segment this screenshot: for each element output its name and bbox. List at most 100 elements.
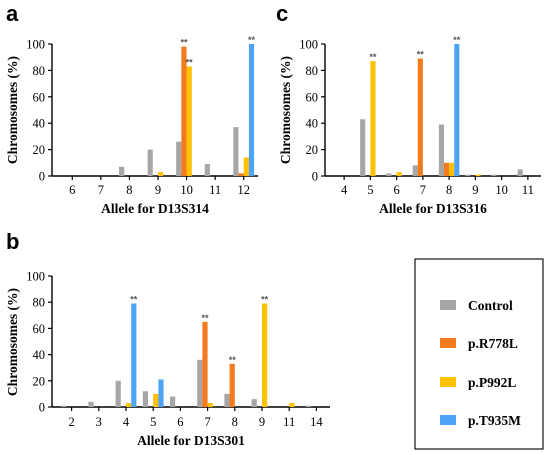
bar-p-r778l bbox=[202, 321, 208, 407]
bar-control bbox=[176, 141, 182, 176]
y-tick-label: 40 bbox=[33, 348, 46, 362]
significance-marker: ** bbox=[261, 295, 269, 305]
bar-p-p992l bbox=[186, 66, 192, 176]
x-axis-title: Allele for D13S314 bbox=[101, 201, 209, 216]
significance-marker: ** bbox=[453, 35, 461, 45]
significance-marker: ** bbox=[229, 355, 237, 365]
bar-control bbox=[465, 174, 471, 176]
bar-p-p992l bbox=[126, 403, 132, 407]
bars-group: ** ** ** ** bbox=[61, 295, 312, 407]
bar-control bbox=[438, 124, 445, 176]
bar-p-p992l bbox=[475, 174, 481, 176]
y-tick-label: 0 bbox=[312, 170, 318, 184]
significance-marker: ** bbox=[201, 313, 209, 323]
x-tick-label: 4 bbox=[341, 183, 348, 197]
legend-label-t935m: p.T935M bbox=[468, 413, 521, 428]
bar-control bbox=[360, 119, 366, 176]
bar-p-r778l bbox=[444, 162, 450, 176]
legend-label-control: Control bbox=[468, 298, 513, 313]
bars-group: ** ** ** bbox=[360, 35, 523, 176]
significance-marker: ** bbox=[248, 35, 256, 45]
x-tick-label: 8 bbox=[446, 183, 452, 197]
x-tick-label: 6 bbox=[394, 183, 400, 197]
bar-control bbox=[491, 174, 497, 176]
bar-control bbox=[142, 391, 148, 407]
y-tick-label: 0 bbox=[39, 170, 45, 184]
x-axis-title: Allele for D13S301 bbox=[137, 433, 245, 448]
axis-ticks: 0 20 40 60 80 100 6 7 8 9 10 11 12 bbox=[26, 38, 250, 198]
bar-p-p992l bbox=[449, 162, 455, 176]
axis-ticks: 0 20 40 60 80 100 2 3 4 5 6 7 8 9 11 14 bbox=[26, 270, 323, 430]
x-tick-label: 8 bbox=[126, 183, 132, 197]
panel-letter-b: b bbox=[6, 229, 19, 254]
x-tick-label: 6 bbox=[177, 415, 183, 429]
bar-p-p992l bbox=[243, 157, 249, 176]
y-tick-label: 80 bbox=[33, 296, 46, 310]
y-tick-label: 40 bbox=[33, 117, 46, 131]
legend-label-r778l: p.R778L bbox=[468, 336, 518, 351]
x-axis-title: Allele for D13S316 bbox=[379, 201, 487, 216]
chart-panel-a: Chromosomes (%) Allele for D13S314 0 20 40… bbox=[5, 35, 258, 216]
y-tick-label: 20 bbox=[306, 143, 319, 157]
x-tick-label: 9 bbox=[472, 183, 478, 197]
bar-control bbox=[170, 396, 176, 407]
bar-control bbox=[204, 164, 210, 176]
bar-p-r778l bbox=[181, 46, 187, 176]
y-tick-label: 60 bbox=[33, 90, 46, 104]
bar-p-t935m bbox=[158, 379, 164, 407]
bar-p-p992l bbox=[158, 172, 164, 176]
y-tick-label: 80 bbox=[306, 64, 319, 78]
y-axis-title: Chromosomes (%) bbox=[278, 56, 293, 164]
x-tick-label: 2 bbox=[68, 415, 74, 429]
x-tick-label: 9 bbox=[155, 183, 161, 197]
significance-marker: ** bbox=[130, 295, 138, 305]
bar-p-p992l bbox=[370, 61, 376, 176]
legend-label-p992l: p.P992L bbox=[468, 375, 516, 390]
legend: Control p.R778L p.P992L p.T935M bbox=[414, 258, 544, 450]
y-tick-label: 0 bbox=[39, 401, 45, 415]
x-tick-label: 7 bbox=[98, 183, 104, 197]
bars-group: ** ** ** bbox=[119, 35, 256, 176]
bar-control bbox=[61, 405, 67, 407]
x-tick-label: 11 bbox=[283, 415, 295, 429]
legend-swatch-r778l bbox=[440, 338, 456, 348]
x-tick-label: 8 bbox=[232, 415, 238, 429]
bar-p-p992l bbox=[289, 403, 295, 407]
y-tick-label: 40 bbox=[306, 117, 319, 131]
bar-control bbox=[197, 359, 203, 407]
bar-p-r778l bbox=[238, 173, 244, 176]
significance-marker: ** bbox=[417, 50, 425, 60]
x-tick-label: 7 bbox=[420, 183, 426, 197]
x-tick-label: 4 bbox=[123, 415, 130, 429]
x-tick-label: 11 bbox=[522, 183, 534, 197]
legend-swatch-p992l bbox=[440, 377, 456, 387]
x-tick-label: 11 bbox=[209, 183, 221, 197]
bar-p-t935m bbox=[454, 44, 460, 176]
bar-control bbox=[147, 149, 153, 176]
panel-letter-c: c bbox=[276, 1, 288, 26]
bar-control bbox=[88, 401, 94, 407]
y-tick-label: 20 bbox=[33, 143, 46, 157]
y-tick-label: 100 bbox=[26, 270, 45, 284]
chart-panel-b: Chromosomes (%) Allele for D13S301 0 20 40… bbox=[5, 270, 330, 448]
bar-control bbox=[386, 173, 392, 176]
chart-panel-c: Chromosomes (%) Allele for D13S316 0 20 40… bbox=[278, 35, 541, 216]
bar-p-p992l bbox=[262, 303, 268, 407]
x-tick-label: 10 bbox=[180, 183, 193, 197]
legend-swatch-control bbox=[440, 300, 456, 310]
y-tick-label: 60 bbox=[306, 90, 319, 104]
bar-p-p992l bbox=[207, 403, 213, 407]
axis-ticks: 0 20 40 60 80 100 4 5 6 7 8 9 10 11 bbox=[299, 38, 534, 198]
y-tick-label: 100 bbox=[299, 38, 318, 52]
significance-marker: ** bbox=[186, 57, 194, 67]
x-tick-label: 9 bbox=[259, 415, 265, 429]
bar-p-t935m bbox=[131, 303, 137, 407]
x-tick-label: 7 bbox=[204, 415, 210, 429]
bar-control bbox=[412, 165, 418, 176]
bar-p-r778l bbox=[417, 58, 423, 176]
bar-p-t935m bbox=[248, 44, 255, 176]
y-tick-label: 20 bbox=[33, 374, 46, 388]
panel-letter-a: a bbox=[6, 1, 19, 26]
x-tick-label: 14 bbox=[310, 415, 323, 429]
significance-marker: ** bbox=[369, 52, 377, 62]
